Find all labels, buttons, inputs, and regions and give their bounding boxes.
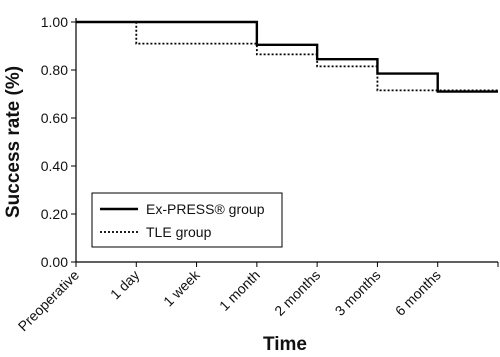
x-tick-label: 1 week (160, 266, 203, 309)
x-tick-label: 2 months (271, 267, 323, 319)
y-tick-label: 0.80 (41, 62, 68, 78)
series-line (76, 20, 498, 93)
y-tick-label: 1.00 (41, 14, 68, 30)
x-tick-label: 3 months (332, 267, 384, 319)
y-tick-label: 0.20 (41, 206, 68, 222)
x-tick-label: 1 day (107, 267, 143, 303)
legend-label: TLE group (146, 224, 212, 240)
x-tick-label: 1 month (216, 267, 263, 314)
legend-box (91, 192, 283, 248)
y-tick-label: 0.40 (41, 158, 68, 174)
y-tick-label: 0.00 (41, 254, 68, 270)
y-axis-title: Success rate (%) (3, 66, 24, 218)
y-tick-label: 0.60 (41, 110, 68, 126)
x-axis-title: Time (263, 334, 307, 355)
x-tick-label: Preoperative (15, 267, 83, 335)
legend-label: Ex-PRESS® group (146, 201, 265, 217)
x-tick-label: 6 months (392, 267, 444, 319)
series-line (76, 21, 498, 92)
